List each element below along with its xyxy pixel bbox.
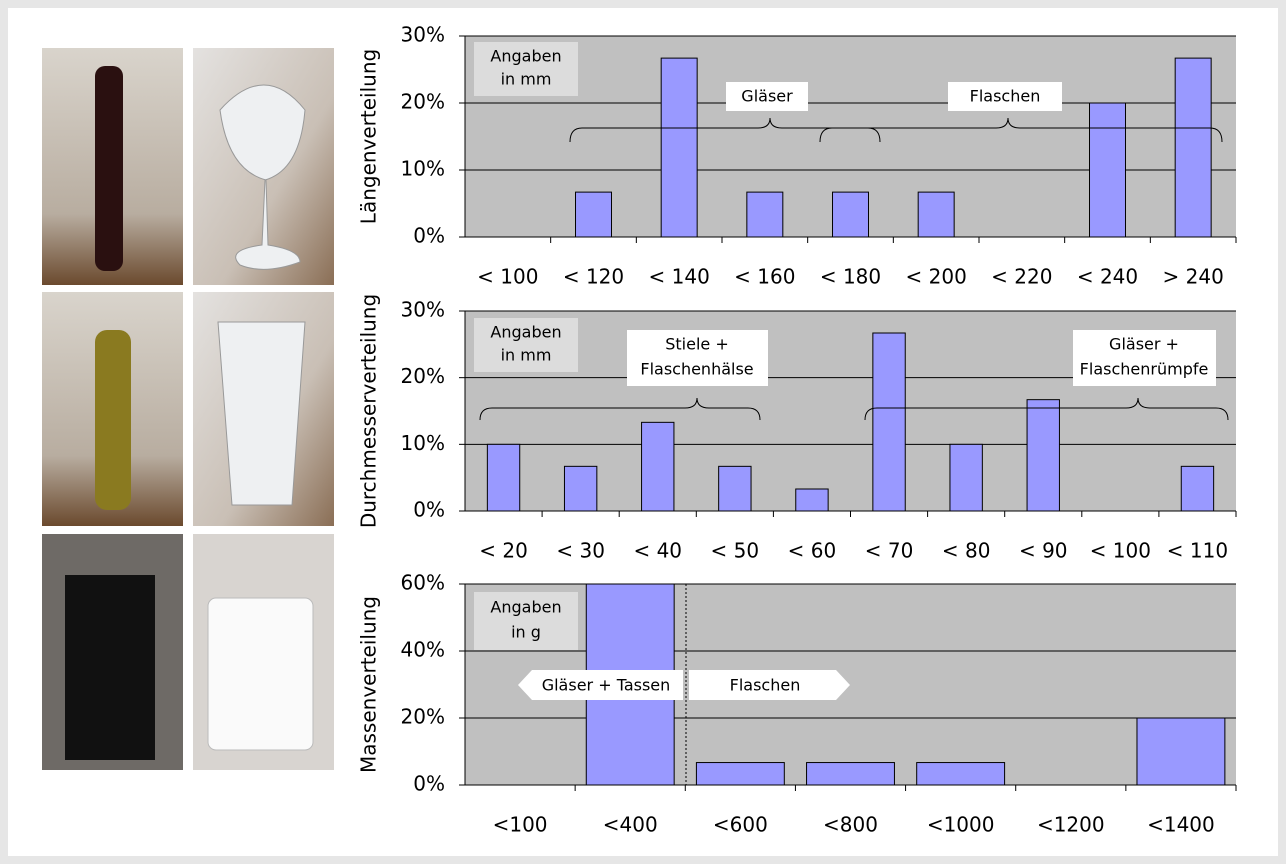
label: Stiele +	[665, 335, 729, 354]
x-tick-label: <1400	[1147, 813, 1215, 837]
x-tick-label: < 100	[1090, 539, 1151, 563]
x-tick-label: <600	[713, 813, 768, 837]
x-tick-label: <1200	[1037, 813, 1105, 837]
bar	[1175, 58, 1211, 237]
y-tick-label: 20%	[401, 364, 445, 388]
note: Angaben	[490, 47, 561, 66]
y-tick-label: 20%	[401, 705, 445, 729]
bar	[487, 444, 519, 511]
y-tick-label: 30%	[401, 298, 445, 322]
label: Gläser + Tassen	[542, 676, 671, 695]
note: in mm	[501, 346, 552, 365]
y-tick-label: 10%	[401, 431, 445, 455]
x-tick-label: < 200	[906, 265, 967, 289]
bar	[918, 192, 954, 237]
bar	[747, 192, 783, 237]
bar	[917, 763, 1005, 785]
x-tick-label: < 240	[1077, 265, 1138, 289]
x-tick-label: < 180	[820, 265, 881, 289]
x-tick-label: < 220	[991, 265, 1052, 289]
bottle	[95, 66, 123, 271]
bottle	[95, 330, 131, 510]
bar	[1181, 466, 1213, 511]
bar	[950, 444, 982, 511]
x-tick-label: <1000	[927, 813, 995, 837]
bar	[833, 192, 869, 237]
x-tick-label: < 80	[942, 539, 991, 563]
y-tick-label: 0%	[413, 772, 445, 796]
x-tick-label: <800	[823, 813, 878, 837]
bar	[564, 466, 596, 511]
carton	[65, 575, 155, 760]
y-axis-title: Durchmesserverteilung	[357, 294, 381, 528]
y-tick-label: 0%	[413, 224, 445, 248]
note: Angaben	[490, 598, 561, 617]
label: Flaschen	[730, 676, 801, 695]
x-tick-label: <400	[603, 813, 658, 837]
x-tick-label: < 100	[477, 265, 538, 289]
glass	[218, 322, 305, 505]
note: in g	[511, 623, 541, 642]
x-tick-label: < 70	[865, 539, 914, 563]
y-tick-label: 30%	[401, 23, 445, 47]
x-tick-label: < 30	[556, 539, 605, 563]
y-tick-label: 20%	[401, 90, 445, 114]
y-tick-label: 60%	[401, 571, 445, 595]
y-tick-label: 40%	[401, 638, 445, 662]
note: Angaben	[490, 323, 561, 342]
bar	[796, 489, 828, 511]
y-axis-title: Massenverteilung	[357, 596, 381, 773]
bar	[696, 763, 784, 785]
label: Gläser +	[1109, 335, 1179, 354]
label: Gläser	[741, 87, 793, 106]
y-axis-title: Längenverteilung	[357, 49, 381, 224]
x-tick-label: <100	[493, 813, 548, 837]
bar	[1090, 103, 1126, 237]
bar	[1137, 718, 1225, 785]
label: Flaschenhälse	[640, 360, 753, 379]
label: Flaschen	[970, 87, 1041, 106]
x-tick-label: < 110	[1167, 539, 1228, 563]
x-tick-label: < 50	[711, 539, 760, 563]
y-tick-label: 0%	[413, 498, 445, 522]
x-tick-label: < 140	[649, 265, 710, 289]
bar	[719, 466, 751, 511]
label: Flaschenrümpfe	[1080, 360, 1209, 379]
bar	[642, 422, 674, 511]
x-tick-label: < 40	[633, 539, 682, 563]
cup	[208, 598, 313, 750]
bar	[873, 333, 905, 511]
page: Längenverteilung 0% 10% 20% 30% < 100 < 120 < 1…	[0, 0, 1286, 864]
x-tick-label: < 160	[734, 265, 795, 289]
charts: Längenverteilung 0% 10% 20% 30% < 100 < 120 < 1…	[357, 23, 1237, 837]
bar	[807, 763, 895, 785]
y-tick-label: 10%	[401, 157, 445, 181]
x-tick-label: < 20	[479, 539, 528, 563]
bar	[661, 58, 697, 237]
bar	[1027, 400, 1059, 511]
x-tick-label: < 120	[563, 265, 624, 289]
x-tick-label: < 60	[788, 539, 837, 563]
x-tick-label: > 240	[1163, 265, 1224, 289]
note: in mm	[501, 70, 552, 89]
bar	[576, 192, 612, 237]
x-tick-label: < 90	[1019, 539, 1068, 563]
